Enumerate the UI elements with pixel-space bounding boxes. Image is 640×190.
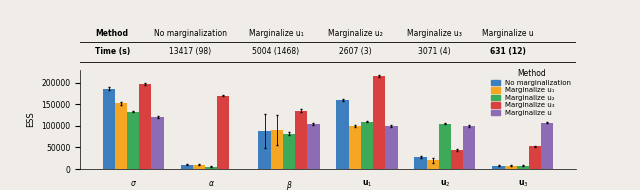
Bar bbox=[295, 111, 307, 169]
Bar bbox=[180, 165, 193, 169]
Bar bbox=[439, 124, 451, 169]
Bar bbox=[102, 89, 115, 169]
Bar bbox=[385, 126, 397, 169]
Bar bbox=[127, 112, 139, 169]
Text: 5004 (1468): 5004 (1468) bbox=[252, 48, 300, 56]
Bar bbox=[193, 165, 205, 169]
Text: Time (s): Time (s) bbox=[95, 48, 130, 56]
Bar bbox=[373, 76, 385, 169]
Bar bbox=[283, 134, 295, 169]
Bar bbox=[271, 130, 283, 169]
Bar bbox=[259, 131, 271, 169]
Bar bbox=[205, 166, 217, 169]
Text: 13417 (98): 13417 (98) bbox=[170, 48, 211, 56]
Bar bbox=[451, 150, 463, 169]
Bar bbox=[115, 103, 127, 169]
Bar bbox=[307, 124, 319, 169]
Bar bbox=[492, 166, 504, 169]
Bar bbox=[529, 146, 541, 169]
Text: Marginalize u: Marginalize u bbox=[482, 29, 534, 38]
Bar bbox=[217, 96, 229, 169]
Text: Method: Method bbox=[96, 29, 129, 38]
Bar bbox=[139, 84, 152, 169]
Bar bbox=[517, 166, 529, 169]
Text: 2607 (3): 2607 (3) bbox=[339, 48, 372, 56]
Text: Marginalize u₂: Marginalize u₂ bbox=[328, 29, 383, 38]
Bar bbox=[541, 123, 554, 169]
Legend: No marginalization, Marginalize u₁, Marginalize u₂, Marginalize u₃, Marginalize : No marginalization, Marginalize u₁, Marg… bbox=[490, 68, 573, 117]
Bar bbox=[504, 166, 517, 169]
Bar bbox=[415, 157, 427, 169]
Bar bbox=[427, 160, 439, 169]
Text: 3071 (4): 3071 (4) bbox=[419, 48, 451, 56]
Bar bbox=[337, 100, 349, 169]
Text: Marginalize u₁: Marginalize u₁ bbox=[248, 29, 303, 38]
Text: 631 (12): 631 (12) bbox=[490, 48, 525, 56]
Text: No marginalization: No marginalization bbox=[154, 29, 227, 38]
Bar bbox=[463, 126, 476, 169]
Y-axis label: ESS: ESS bbox=[27, 112, 36, 127]
Text: Marginalize u₃: Marginalize u₃ bbox=[407, 29, 462, 38]
Bar bbox=[349, 126, 361, 169]
Bar bbox=[361, 121, 373, 169]
Bar bbox=[152, 117, 164, 169]
